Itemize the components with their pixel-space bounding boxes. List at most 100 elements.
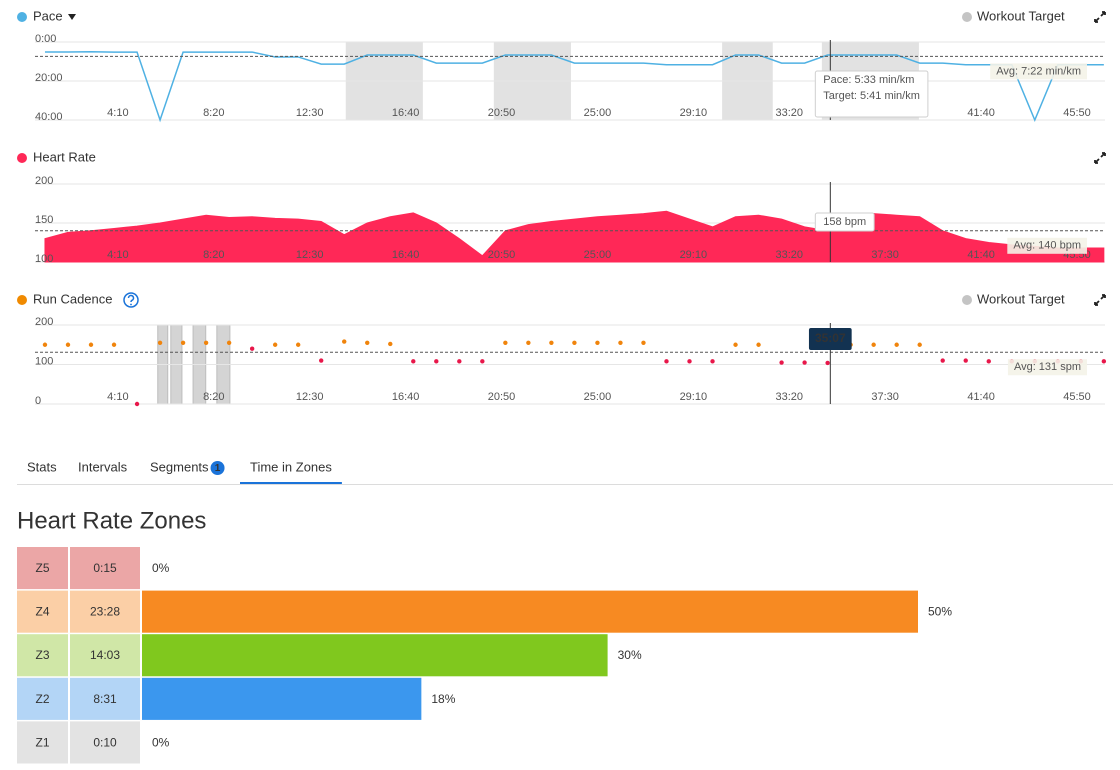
cadence-point (779, 360, 784, 365)
legend-label[interactable]: Workout Target (977, 291, 1065, 306)
x-tick-label: 20:50 (488, 107, 516, 119)
expand-icons[interactable] (1094, 11, 1106, 306)
tooltip-box (814, 70, 929, 118)
cadence-point (894, 342, 899, 347)
zone-percent: 50% (928, 605, 952, 619)
x-tick-label: 29:10 (680, 107, 708, 119)
cadence-point (940, 358, 945, 363)
tab[interactable]: Time in Zones (250, 459, 332, 474)
legend-dot (962, 12, 972, 22)
cadence-point (641, 340, 646, 345)
title-dot (17, 12, 27, 22)
zone-percent: 0% (152, 735, 170, 749)
cadence-point (226, 340, 232, 345)
cadence-point (203, 340, 209, 345)
cadence-point (134, 401, 140, 407)
chart-title[interactable]: Pace (33, 8, 63, 23)
zone-time-cell (70, 677, 140, 720)
cadence-point (526, 340, 531, 345)
expand-hr[interactable] (1094, 152, 1106, 164)
cadence-point (503, 340, 508, 345)
cadence-point (342, 339, 347, 344)
title-dot (17, 295, 27, 305)
cadence-point (457, 359, 462, 364)
cadence-point (180, 340, 186, 345)
zone-percent: 0% (152, 561, 170, 575)
cadence-point (388, 341, 393, 347)
zone-label: Z2 (35, 692, 49, 706)
x-tick-label: 16:40 (392, 249, 420, 261)
cadence-point (549, 340, 554, 345)
tab-badge (210, 461, 225, 475)
cadence-point (802, 360, 807, 365)
tab[interactable]: Intervals (78, 459, 128, 474)
x-tick-label: 25:00 (584, 107, 612, 119)
x-tick-label: 12:30 (296, 249, 324, 261)
cadence-point (42, 342, 48, 347)
zone-time: 14:03 (90, 648, 120, 662)
x-tick-label: 33:20 (775, 391, 803, 403)
cadence-point (1101, 359, 1107, 364)
help-mark (127, 294, 135, 303)
y-tick-label: 0 (35, 395, 41, 407)
cadence-point (434, 359, 439, 364)
y-tick-label: 100 (35, 355, 53, 367)
tab-badge-count: 1 (215, 463, 221, 474)
cadence-point (917, 342, 922, 347)
cadence-point (411, 359, 416, 364)
x-tick-label: 37:30 (871, 249, 899, 261)
help-icon[interactable] (123, 292, 139, 308)
legend-label[interactable]: Workout Target (977, 8, 1065, 23)
average-label: Avg: 7:22 min/km (996, 65, 1081, 77)
help-circle[interactable] (123, 292, 139, 308)
expand-cadence[interactable] (1094, 294, 1106, 306)
cadence-point (733, 342, 738, 347)
x-tick-label: 20:50 (488, 391, 516, 403)
y-tick-label: 200 (35, 175, 53, 187)
average-label-bg (990, 63, 1087, 80)
zones-title: Heart Rate Zones (17, 507, 206, 534)
cadence-point (319, 358, 324, 363)
cadence-point (111, 342, 117, 347)
cadence-point (986, 359, 991, 364)
x-tick-label: 29:10 (680, 249, 708, 261)
zone-cell (17, 677, 68, 720)
zone-cell (17, 590, 68, 633)
zone-label: Z3 (35, 648, 49, 662)
active-tab-underline (240, 482, 342, 484)
tooltip-text: 158 bpm (823, 216, 866, 228)
cursor-label-bg (808, 328, 852, 350)
x-tick-label: 45:50 (1063, 107, 1091, 119)
x-tick-label: 4:10 (107, 249, 128, 261)
zone-percent: 18% (431, 692, 455, 706)
zone-time: 0:15 (93, 561, 117, 575)
cadence-point (365, 340, 370, 345)
x-tick-label: 25:00 (584, 391, 612, 403)
x-tick-label: 4:10 (107, 107, 128, 119)
y-tick-label: 100 (35, 253, 53, 265)
x-tick-label: 41:40 (967, 391, 995, 403)
pace-line (44, 50, 1104, 123)
tab[interactable]: Segments (150, 459, 209, 474)
average-label: Avg: 131 spm (1014, 361, 1081, 373)
x-tick-label: 16:40 (392, 107, 420, 119)
cadence-point (687, 359, 692, 364)
y-tick-label: 200 (35, 316, 53, 328)
zone-bar (142, 590, 918, 633)
cadence-point (249, 346, 255, 351)
dropdown-caret[interactable] (68, 14, 76, 20)
chart-title[interactable]: Run Cadence (33, 291, 113, 306)
y-tick-label: 40:00 (35, 111, 63, 123)
cadence-point (664, 359, 669, 364)
x-tick-label: 12:30 (296, 391, 324, 403)
cadence-point (65, 342, 71, 347)
x-tick-label: 20:50 (488, 249, 516, 261)
expand-pace[interactable] (1094, 11, 1106, 23)
tab[interactable]: Stats (27, 459, 57, 474)
y-tick-label: 20:00 (35, 72, 63, 84)
zone-time: 0:10 (93, 735, 117, 749)
x-tick-label: 33:20 (775, 107, 803, 119)
chart-title[interactable]: Heart Rate (33, 149, 96, 164)
zone-bar (142, 634, 608, 677)
